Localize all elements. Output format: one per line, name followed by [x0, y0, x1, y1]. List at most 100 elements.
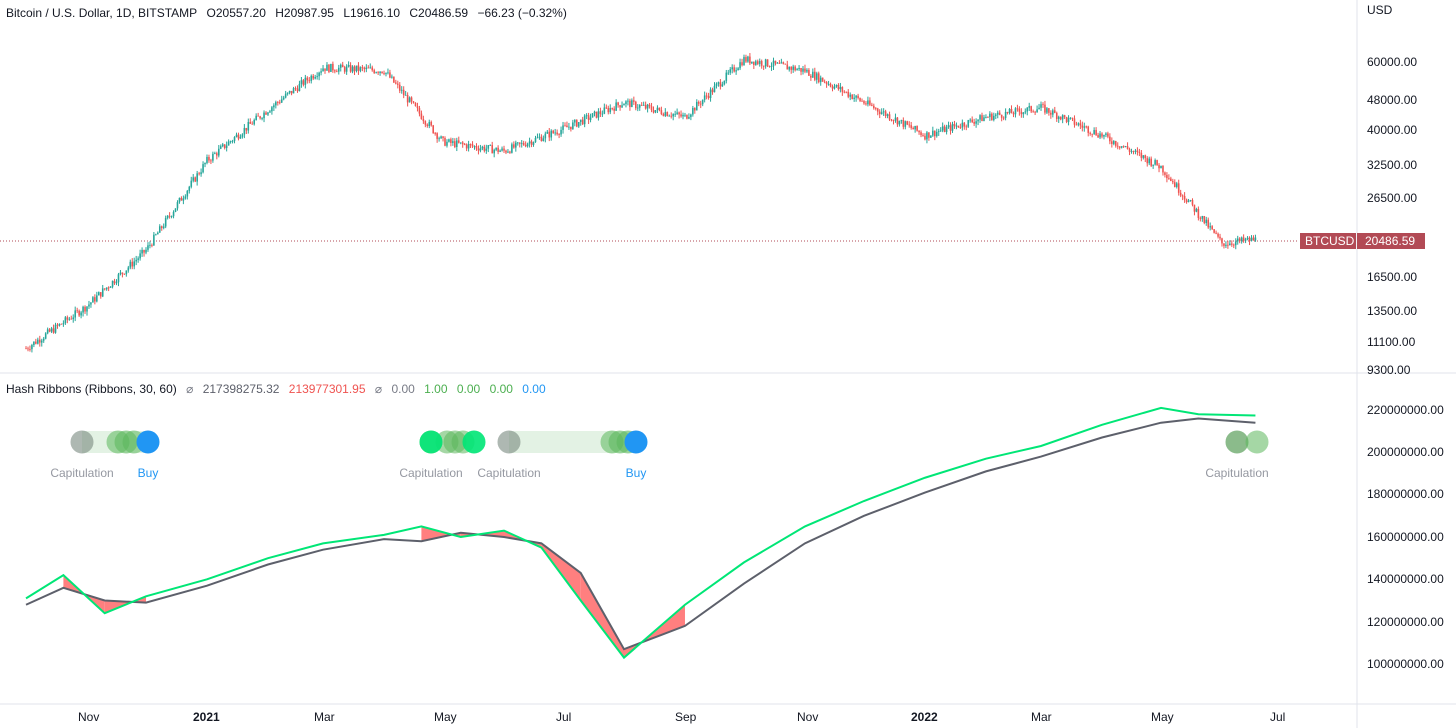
- candle-body: [239, 136, 242, 139]
- time-tick: Mar: [314, 710, 335, 724]
- candle-body: [1052, 110, 1054, 115]
- candle-body: [1156, 160, 1158, 166]
- candle-body: [566, 125, 568, 128]
- candle-body: [353, 66, 356, 72]
- indicator-axis[interactable]: 220000000.00 200000000.00 180000000.00 1…: [1367, 403, 1444, 671]
- candle-body: [509, 151, 511, 153]
- candle-body: [196, 173, 198, 182]
- candle-body: [853, 97, 855, 99]
- candle-body: [373, 70, 375, 73]
- symbol-title[interactable]: Bitcoin / U.S. Dollar, 1D, BITSTAMP: [6, 6, 198, 20]
- candle-body: [1030, 106, 1032, 112]
- time-tick-year: 2022: [911, 710, 938, 724]
- candle-body: [82, 306, 84, 313]
- open-value: O20557.20: [206, 6, 266, 20]
- candle-body: [554, 132, 556, 134]
- signal-markers[interactable]: Capitulation Buy Capitulation Capitulation B…: [50, 430, 1269, 480]
- candle-body: [1107, 133, 1109, 137]
- candle-body: [658, 107, 661, 111]
- time-axis[interactable]: Nov 2021 Mar May Jul Sep Nov 2022 Mar Ma…: [78, 710, 1285, 724]
- candle-body: [725, 72, 728, 81]
- low-value: L19616.10: [343, 6, 401, 20]
- candle-body: [117, 274, 120, 283]
- candle-body: [1081, 125, 1084, 128]
- candle-body: [1199, 217, 1202, 219]
- price-tick: 26500.00: [1367, 191, 1417, 205]
- candle-body: [440, 136, 442, 139]
- candle-body: [971, 119, 973, 123]
- candle-body: [983, 117, 985, 122]
- candle-body: [1191, 199, 1194, 205]
- candle-body: [782, 62, 785, 64]
- indicator-title[interactable]: Hash Ribbons (Ribbons, 30, 60): [6, 382, 177, 396]
- candle-body: [910, 125, 912, 128]
- candle-body: [1162, 165, 1164, 173]
- candle-body: [412, 101, 415, 103]
- hidden-eye-icon[interactable]: ⌀: [186, 382, 194, 396]
- candle-body: [33, 341, 35, 346]
- candle-body: [926, 132, 928, 140]
- hidden-eye-icon[interactable]: ⌀: [374, 382, 383, 396]
- candle-body: [1122, 146, 1125, 148]
- candle-body: [221, 144, 224, 147]
- candle-body: [733, 67, 735, 72]
- candle-body: [1175, 183, 1178, 187]
- candle-body: [646, 104, 649, 109]
- candle-body: [699, 103, 702, 105]
- candle-body: [1067, 117, 1070, 122]
- indicator-tick: 180000000.00: [1367, 487, 1444, 501]
- candle-body: [1234, 241, 1237, 246]
- candle-body: [214, 153, 216, 155]
- candle-body: [1077, 123, 1080, 125]
- candle-body: [418, 108, 421, 114]
- candle-body: [1057, 116, 1060, 120]
- candle-body: [743, 57, 745, 66]
- candle-body: [365, 67, 368, 70]
- candle-body: [198, 173, 200, 175]
- candle-body: [627, 100, 629, 102]
- candle-body: [808, 69, 810, 76]
- candle-body: [68, 318, 71, 320]
- candle-body: [607, 108, 610, 113]
- candle-body: [188, 186, 191, 191]
- candle-body: [485, 148, 488, 151]
- candle-body: [296, 88, 299, 92]
- candle-body: [1124, 146, 1127, 148]
- candle-body: [410, 97, 413, 102]
- candle-body: [638, 105, 641, 108]
- candle-body: [762, 65, 765, 67]
- candle-body: [1059, 116, 1062, 120]
- candle-body: [994, 114, 997, 116]
- candle-body: [349, 64, 352, 72]
- candle-body: [585, 115, 588, 117]
- candle-body: [204, 162, 206, 165]
- candle-body: [164, 218, 167, 227]
- candle-body: [86, 306, 88, 312]
- candle-body: [1022, 112, 1025, 115]
- candle-body: [298, 83, 301, 92]
- candle-body: [334, 70, 336, 72]
- candle-series[interactable]: [25, 53, 1257, 353]
- candle-body: [1048, 108, 1050, 113]
- candle-body: [1071, 117, 1074, 119]
- signal-circle: [136, 430, 160, 454]
- signal-circle: [497, 430, 521, 454]
- hash-ribbon-series[interactable]: [25, 406, 1256, 660]
- candle-body: [654, 110, 657, 113]
- price-axis[interactable]: 60000.00 48000.00 40000.00 32500.00 2650…: [1367, 55, 1417, 377]
- candle-body: [1042, 104, 1044, 106]
- candle-body: [935, 131, 938, 137]
- candle-body: [471, 144, 474, 147]
- candle-body: [475, 146, 478, 149]
- signal-circle: [1225, 430, 1249, 454]
- candle-body: [1181, 195, 1184, 197]
- symbol-badge-text: BTCUSD: [1305, 234, 1355, 248]
- candle-body: [1215, 232, 1217, 234]
- price-badge: [1357, 233, 1425, 249]
- candle-body: [987, 117, 989, 118]
- candle-body: [709, 89, 712, 98]
- candle-body: [1116, 145, 1119, 147]
- candle-body: [528, 141, 531, 144]
- candle-body: [701, 99, 704, 105]
